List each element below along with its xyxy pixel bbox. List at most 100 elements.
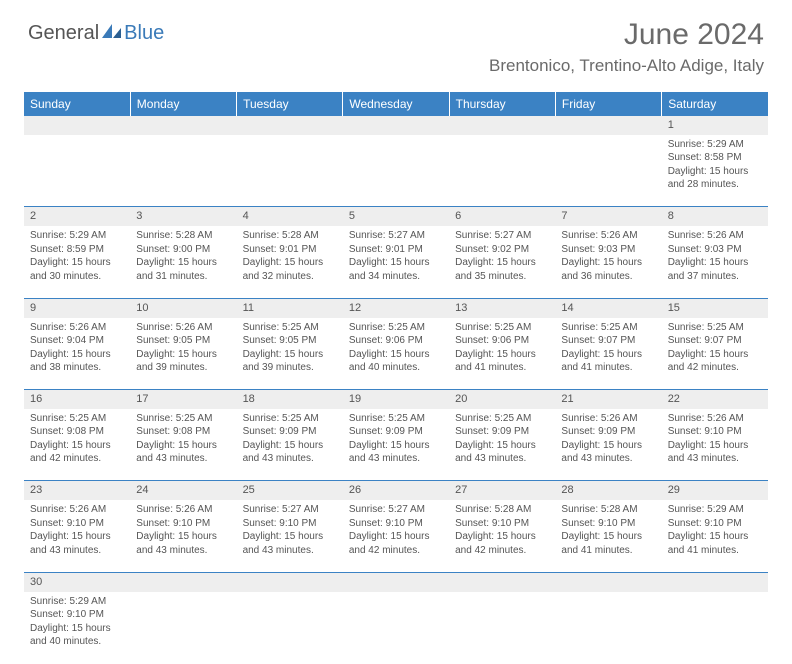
day-content-cell: Sunrise: 5:25 AMSunset: 9:05 PMDaylight:… [237, 318, 343, 390]
day-content-cell [555, 592, 661, 664]
sunset-line: Sunset: 9:02 PM [455, 243, 549, 257]
logo-text-general: General [28, 22, 99, 45]
day-content-cell: Sunrise: 5:28 AMSunset: 9:01 PMDaylight:… [237, 226, 343, 298]
daylight-line: Daylight: 15 hours and 37 minutes. [668, 256, 762, 283]
sunrise-line: Sunrise: 5:27 AM [349, 229, 443, 243]
day-content-cell [449, 135, 555, 207]
day-number-cell: 15 [662, 298, 768, 317]
logo-text-blue: Blue [124, 22, 164, 45]
daylight-line: Daylight: 15 hours and 38 minutes. [30, 348, 124, 375]
day-number-cell: 30 [24, 572, 130, 591]
day-content-cell: Sunrise: 5:26 AMSunset: 9:03 PMDaylight:… [555, 226, 661, 298]
sunset-line: Sunset: 9:00 PM [136, 243, 230, 257]
day-number-row: 23242526272829 [24, 481, 768, 500]
day-content-cell: Sunrise: 5:28 AMSunset: 9:00 PMDaylight:… [130, 226, 236, 298]
sunset-line: Sunset: 9:07 PM [561, 334, 655, 348]
day-number-cell [24, 116, 130, 135]
day-content-cell [449, 592, 555, 664]
sunset-line: Sunset: 9:10 PM [136, 517, 230, 531]
day-number-cell: 3 [130, 207, 236, 226]
day-number-cell: 14 [555, 298, 661, 317]
day-number-cell: 7 [555, 207, 661, 226]
sunrise-line: Sunrise: 5:25 AM [561, 321, 655, 335]
sunrise-line: Sunrise: 5:25 AM [455, 412, 549, 426]
day-header: Sunday [24, 92, 130, 116]
sunset-line: Sunset: 9:01 PM [349, 243, 443, 257]
location-subtitle: Brentonico, Trentino-Alto Adige, Italy [28, 56, 764, 76]
sunrise-line: Sunrise: 5:26 AM [668, 229, 762, 243]
sunrise-line: Sunrise: 5:26 AM [136, 321, 230, 335]
day-content-row: Sunrise: 5:26 AMSunset: 9:04 PMDaylight:… [24, 318, 768, 390]
day-number-cell [237, 116, 343, 135]
sunrise-line: Sunrise: 5:27 AM [243, 503, 337, 517]
day-number-cell: 26 [343, 481, 449, 500]
day-number-cell: 18 [237, 390, 343, 409]
daylight-line: Daylight: 15 hours and 35 minutes. [455, 256, 549, 283]
sunrise-line: Sunrise: 5:28 AM [136, 229, 230, 243]
sunset-line: Sunset: 9:08 PM [30, 425, 124, 439]
daylight-line: Daylight: 15 hours and 39 minutes. [136, 348, 230, 375]
day-content-cell: Sunrise: 5:27 AMSunset: 9:10 PMDaylight:… [343, 500, 449, 572]
sunset-line: Sunset: 9:07 PM [668, 334, 762, 348]
day-number-cell: 8 [662, 207, 768, 226]
sunset-line: Sunset: 9:03 PM [561, 243, 655, 257]
daylight-line: Daylight: 15 hours and 43 minutes. [243, 530, 337, 557]
day-number-cell: 28 [555, 481, 661, 500]
day-number-cell: 10 [130, 298, 236, 317]
day-number-cell: 29 [662, 481, 768, 500]
day-number-cell: 24 [130, 481, 236, 500]
day-header: Tuesday [237, 92, 343, 116]
day-number-cell: 21 [555, 390, 661, 409]
sunrise-line: Sunrise: 5:25 AM [243, 412, 337, 426]
day-number-row: 9101112131415 [24, 298, 768, 317]
sunrise-line: Sunrise: 5:25 AM [136, 412, 230, 426]
day-content-cell: Sunrise: 5:25 AMSunset: 9:08 PMDaylight:… [130, 409, 236, 481]
day-content-cell: Sunrise: 5:26 AMSunset: 9:10 PMDaylight:… [662, 409, 768, 481]
sunset-line: Sunset: 9:10 PM [455, 517, 549, 531]
sunrise-line: Sunrise: 5:28 AM [561, 503, 655, 517]
sunrise-line: Sunrise: 5:26 AM [30, 321, 124, 335]
day-content-cell: Sunrise: 5:29 AMSunset: 8:58 PMDaylight:… [662, 135, 768, 207]
sunrise-line: Sunrise: 5:29 AM [30, 229, 124, 243]
day-content-row: Sunrise: 5:29 AMSunset: 8:59 PMDaylight:… [24, 226, 768, 298]
day-content-cell [343, 592, 449, 664]
day-content-cell: Sunrise: 5:25 AMSunset: 9:07 PMDaylight:… [555, 318, 661, 390]
day-number-cell [130, 572, 236, 591]
sunset-line: Sunset: 9:10 PM [349, 517, 443, 531]
day-number-row: 2345678 [24, 207, 768, 226]
daylight-line: Daylight: 15 hours and 43 minutes. [136, 530, 230, 557]
daylight-line: Daylight: 15 hours and 41 minutes. [561, 530, 655, 557]
sunset-line: Sunset: 8:59 PM [30, 243, 124, 257]
day-content-cell [662, 592, 768, 664]
day-content-row: Sunrise: 5:29 AMSunset: 9:10 PMDaylight:… [24, 592, 768, 664]
day-number-cell [662, 572, 768, 591]
day-content-cell [237, 135, 343, 207]
daylight-line: Daylight: 15 hours and 42 minutes. [349, 530, 443, 557]
day-number-cell: 19 [343, 390, 449, 409]
sunrise-line: Sunrise: 5:28 AM [243, 229, 337, 243]
sunset-line: Sunset: 9:09 PM [349, 425, 443, 439]
day-number-cell: 13 [449, 298, 555, 317]
sunset-line: Sunset: 9:10 PM [668, 517, 762, 531]
day-number-cell: 9 [24, 298, 130, 317]
day-content-cell: Sunrise: 5:28 AMSunset: 9:10 PMDaylight:… [449, 500, 555, 572]
daylight-line: Daylight: 15 hours and 30 minutes. [30, 256, 124, 283]
sunset-line: Sunset: 8:58 PM [668, 151, 762, 165]
day-number-cell: 5 [343, 207, 449, 226]
logo: General Blue [28, 22, 164, 45]
sunrise-line: Sunrise: 5:29 AM [30, 595, 124, 609]
day-number-row: 1 [24, 116, 768, 135]
daylight-line: Daylight: 15 hours and 40 minutes. [349, 348, 443, 375]
daylight-line: Daylight: 15 hours and 40 minutes. [30, 622, 124, 649]
day-number-cell: 1 [662, 116, 768, 135]
daylight-line: Daylight: 15 hours and 28 minutes. [668, 165, 762, 192]
day-content-cell: Sunrise: 5:25 AMSunset: 9:09 PMDaylight:… [237, 409, 343, 481]
day-number-cell [237, 572, 343, 591]
day-content-cell: Sunrise: 5:25 AMSunset: 9:06 PMDaylight:… [343, 318, 449, 390]
day-content-cell [24, 135, 130, 207]
day-content-cell: Sunrise: 5:29 AMSunset: 8:59 PMDaylight:… [24, 226, 130, 298]
day-content-cell: Sunrise: 5:25 AMSunset: 9:09 PMDaylight:… [449, 409, 555, 481]
day-content-cell: Sunrise: 5:25 AMSunset: 9:08 PMDaylight:… [24, 409, 130, 481]
sunrise-line: Sunrise: 5:25 AM [455, 321, 549, 335]
day-content-cell: Sunrise: 5:26 AMSunset: 9:10 PMDaylight:… [130, 500, 236, 572]
